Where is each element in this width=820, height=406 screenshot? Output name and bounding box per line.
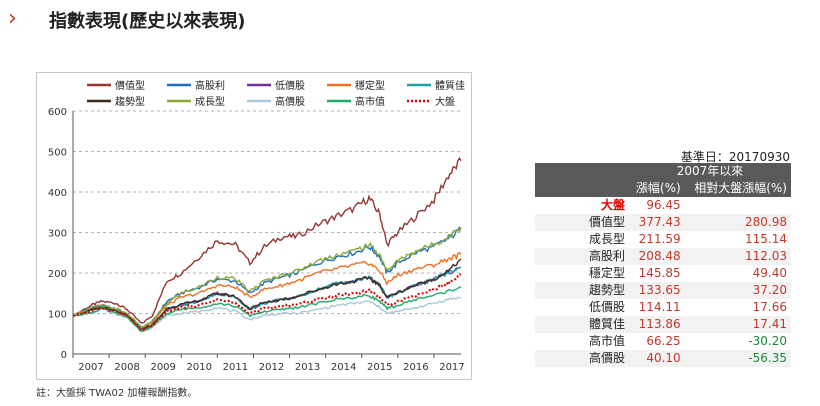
x-tick-label: 2010 <box>187 362 212 373</box>
row-return: 40.10 <box>629 350 685 367</box>
legend-label: 低價股 <box>275 79 305 92</box>
row-relative: 112.03 <box>684 248 791 265</box>
chevron-right-icon: › <box>8 6 17 31</box>
y-tick-label: 500 <box>48 148 67 159</box>
series-line-8 <box>72 286 462 333</box>
table-row: 大盤 96.45 <box>535 197 791 214</box>
relative-column-header: 相對大盤漲幅(%) <box>684 180 791 197</box>
y-tick-label: 100 <box>48 310 67 321</box>
base-date: 基準日：20170930 <box>680 150 790 164</box>
row-return: 133.65 <box>629 282 685 299</box>
row-return: 113.86 <box>629 316 685 333</box>
row-return: 211.59 <box>629 231 685 248</box>
row-name: 高股利 <box>535 248 629 265</box>
table-row: 趨勢型 133.65 37.20 <box>535 282 791 299</box>
legend-label: 成長型 <box>195 95 225 108</box>
series-line-0 <box>72 156 462 324</box>
x-tick-label: 2014 <box>331 362 356 373</box>
row-relative: -56.35 <box>684 350 791 367</box>
x-tick-label: 2017 <box>439 362 464 373</box>
page-title: 指數表現(歷史以來表現) <box>49 11 246 32</box>
row-relative: -30.20 <box>684 333 791 350</box>
table-row: 穩定型 145.85 49.40 <box>535 265 791 282</box>
table-row: 成長型 211.59 115.14 <box>535 231 791 248</box>
row-relative: 17.41 <box>684 316 791 333</box>
y-tick-label: 400 <box>48 188 67 199</box>
row-return: 114.11 <box>629 299 685 316</box>
row-return: 96.45 <box>629 197 685 214</box>
row-name: 穩定型 <box>535 265 629 282</box>
y-tick-label: 600 <box>48 107 67 118</box>
x-tick-label: 2008 <box>114 362 139 373</box>
series-line-9 <box>72 273 462 332</box>
series-line-6 <box>72 227 462 330</box>
row-name: 價值型 <box>535 214 629 231</box>
y-tick-label: 300 <box>48 229 67 240</box>
table-header-blank <box>535 180 629 197</box>
x-tick-label: 2011 <box>223 362 248 373</box>
performance-table: 2007年以來 漲幅(%) 相對大盤漲幅(%) 大盤 96.45 價值型 377.43… <box>535 163 791 367</box>
table-row: 高股利 208.48 112.03 <box>535 248 791 265</box>
line-chart: 0 100 200 300 400 500 600 2007 2008 2009 2010 2011 2… <box>48 79 465 373</box>
x-tick-label: 2013 <box>295 362 320 373</box>
row-name: 趨勢型 <box>535 282 629 299</box>
period-header: 2007年以來 <box>629 163 791 180</box>
chart-container: 0 100 200 300 400 500 600 2007 2008 2009 2010 2011 2… <box>36 72 472 380</box>
return-column-header: 漲幅(%) <box>629 180 685 197</box>
row-relative: 280.98 <box>684 214 791 231</box>
footnote: 註：大盤採 TWA02 加權報酬指數。 <box>36 388 198 399</box>
row-relative: 37.20 <box>684 282 791 299</box>
legend-label: 價值型 <box>115 79 145 92</box>
row-relative: 17.66 <box>684 299 791 316</box>
y-tick-label: 200 <box>48 269 67 280</box>
table-row: 體質佳 113.86 17.41 <box>535 316 791 333</box>
row-return: 145.85 <box>629 265 685 282</box>
table-row: 高市值 66.25 -30.20 <box>535 333 791 350</box>
legend-label: 高市值 <box>355 95 385 108</box>
row-name: 大盤 <box>535 197 629 214</box>
row-name: 低價股 <box>535 299 629 316</box>
row-name: 高價股 <box>535 350 629 367</box>
row-return: 377.43 <box>629 214 685 231</box>
row-return: 208.48 <box>629 248 685 265</box>
x-tick-label: 2015 <box>367 362 392 373</box>
table-row: 高價股 40.10 -56.35 <box>535 350 791 367</box>
row-relative: 115.14 <box>684 231 791 248</box>
row-return: 66.25 <box>629 333 685 350</box>
y-tick-label: 0 <box>61 350 67 361</box>
table-row: 價值型 377.43 280.98 <box>535 214 791 231</box>
table-row: 低價股 114.11 17.66 <box>535 299 791 316</box>
row-relative: 49.40 <box>684 265 791 282</box>
legend-label: 高價股 <box>275 95 305 108</box>
x-tick-label: 2016 <box>403 362 428 373</box>
row-name: 成長型 <box>535 231 629 248</box>
row-relative <box>684 197 791 214</box>
legend-label: 大盤 <box>435 95 455 108</box>
table-header-blank <box>535 163 629 180</box>
x-tick-label: 2012 <box>259 362 284 373</box>
legend-label: 穩定型 <box>355 79 385 92</box>
series-line-3 <box>72 251 462 329</box>
legend-label: 趨勢型 <box>115 95 145 108</box>
legend-label: 體質佳 <box>435 79 465 92</box>
row-name: 高市值 <box>535 333 629 350</box>
x-tick-label: 2009 <box>150 362 175 373</box>
legend-label: 高股利 <box>195 79 225 92</box>
row-name: 體質佳 <box>535 316 629 333</box>
x-tick-label: 2007 <box>78 362 103 373</box>
